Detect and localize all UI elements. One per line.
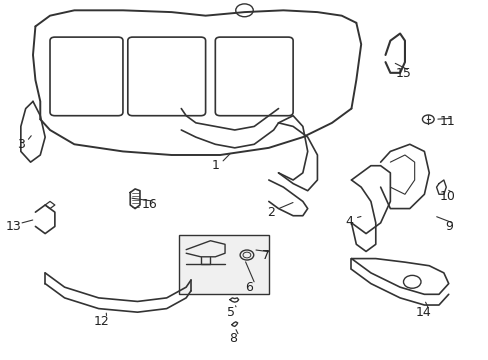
Text: 5: 5 [227,306,235,319]
Text: 13: 13 [6,220,21,233]
Text: 9: 9 [444,220,452,233]
Text: 12: 12 [93,315,109,328]
Text: 4: 4 [345,215,352,228]
Bar [179,235,268,294]
Text: 14: 14 [415,306,430,319]
Text: 16: 16 [142,198,157,211]
Text: 2: 2 [267,206,275,219]
Text: 1: 1 [211,159,219,172]
Text: 15: 15 [395,67,411,80]
Text: 11: 11 [439,114,455,127]
Text: 7: 7 [262,248,270,261]
Text: 10: 10 [439,190,455,203]
Text: 6: 6 [245,281,253,294]
Text: 3: 3 [17,138,25,151]
Text: 8: 8 [229,333,237,346]
